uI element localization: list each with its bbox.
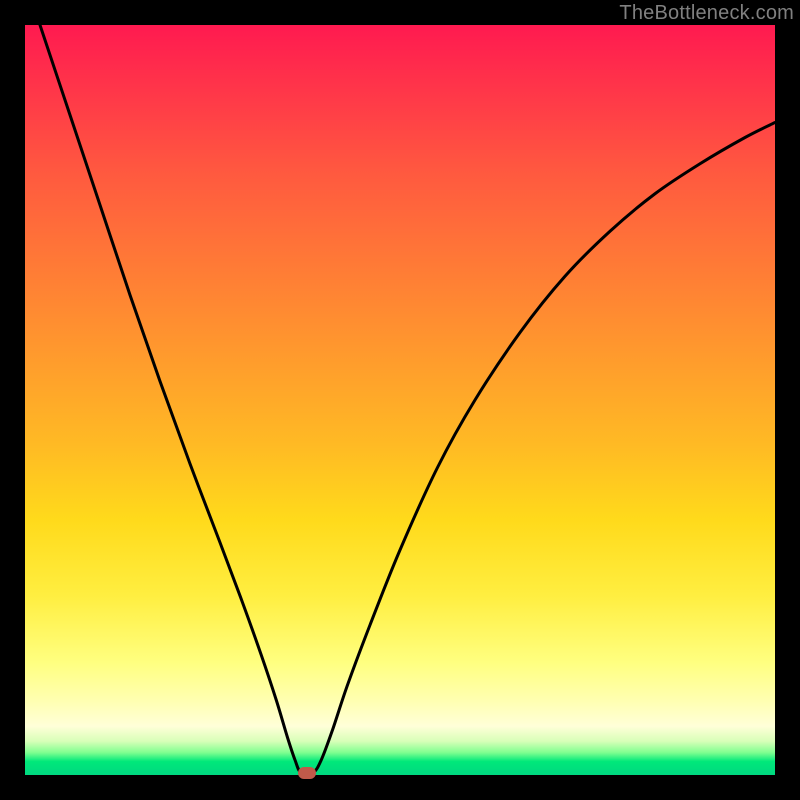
- chart-frame: TheBottleneck.com: [0, 0, 800, 800]
- watermark-text: TheBottleneck.com: [619, 2, 794, 25]
- optimum-marker: [298, 767, 316, 779]
- bottleneck-curve: [25, 25, 775, 775]
- plot-area: [25, 25, 775, 775]
